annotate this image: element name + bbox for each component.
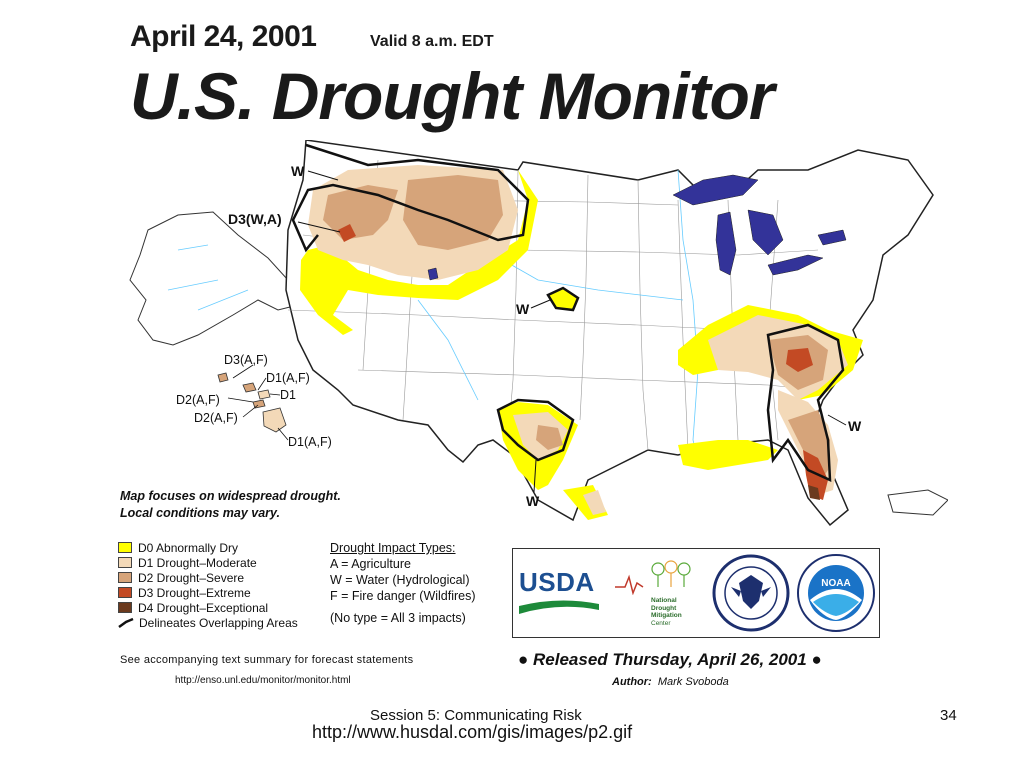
impact-types: Drought Impact Types: A = Agriculture W …	[330, 540, 476, 626]
legend-swatch-d0	[118, 542, 132, 553]
ndmc-trees-icon	[615, 560, 691, 596]
legend-swatch-d1	[118, 557, 132, 568]
slide-session: Session 5: Communicating Risk	[370, 707, 582, 724]
legend-swatch-d4	[118, 602, 132, 613]
drought-map: W D3(W,A) W W W D3(A,F) D1(A,F) D1 D2(A,…	[129, 140, 948, 527]
agency-logos: USDA National Drought Mitigation Center	[512, 548, 880, 638]
impact-type-water: W = Water (Hydrological)	[330, 573, 470, 587]
valid-time: Valid 8 a.m. EDT	[370, 33, 494, 50]
overlap-line-icon	[118, 617, 134, 628]
label-w-northwest: W	[291, 163, 305, 179]
slide-page-number: 34	[940, 707, 957, 724]
ndmc-line-3: Mitigation	[651, 612, 682, 619]
ndmc-line-4: Center	[651, 619, 671, 627]
hawaii-label-1: D3(A,F)	[224, 353, 268, 367]
focus-note-line-2: Local conditions may vary.	[120, 506, 281, 520]
release-text: Released Thursday, April 26, 2001	[533, 650, 807, 669]
map-title: U.S. Drought Monitor	[130, 59, 775, 133]
legend-label-d3: D3 Drought–Extreme	[138, 585, 251, 600]
focus-note: Map focuses on widespread drought. Local…	[120, 488, 341, 522]
label-d3-wa: D3(W,A)	[228, 211, 282, 227]
ndmc-line-2: Drought	[651, 604, 677, 612]
hawaii-label-3: D1	[280, 388, 296, 402]
legend-item-d3: D3 Drought–Extreme	[118, 585, 298, 600]
focus-note-line-1: Map focuses on widespread drought.	[120, 489, 341, 503]
bullet-icon: ●	[811, 650, 822, 669]
legend-label-d2: D2 Drought–Severe	[138, 570, 245, 585]
hawaii-islands	[217, 372, 287, 433]
alaska-outline	[129, 211, 299, 346]
release-date: ● Released Thursday, April 26, 2001 ●	[518, 650, 822, 670]
author-name: Mark Svoboda	[657, 676, 729, 688]
usda-text: USDA	[519, 567, 595, 597]
legend-item-d4: D4 Drought–Exceptional	[118, 600, 298, 615]
lake-erie	[767, 254, 824, 276]
legend-item-overlap-line: Delineates Overlapping Areas	[118, 615, 298, 630]
lake-ontario	[817, 229, 847, 246]
lake-huron	[747, 209, 784, 256]
author-label: Author:	[612, 676, 652, 688]
legend-item-d2: D2 Drought–Severe	[118, 570, 298, 585]
lake-superior	[672, 174, 759, 206]
impact-type-agriculture: A = Agriculture	[330, 557, 411, 571]
legend-item-d0: D0 Abnormally Dry	[118, 540, 298, 555]
legend-label-d0: D0 Abnormally Dry	[138, 540, 239, 555]
legend-swatch-d3	[118, 587, 132, 598]
impact-type-all: (No type = All 3 impacts)	[330, 611, 466, 625]
legend-label-d4: D4 Drought–Exceptional	[138, 600, 269, 615]
monitor-url: http://enso.unl.edu/monitor/monitor.html	[175, 675, 351, 686]
label-w-colorado: W	[516, 301, 530, 317]
drought-legend: D0 Abnormally Dry D1 Drought–Moderate D2…	[118, 540, 298, 630]
accompanying-text-note: See accompanying text summary for foreca…	[120, 654, 414, 666]
bullet-icon: ●	[518, 650, 529, 669]
noaa-text: NOAA	[821, 578, 850, 589]
legend-label-overlap: Delineates Overlapping Areas	[139, 615, 298, 630]
legend-item-d1: D1 Drought–Moderate	[118, 555, 298, 570]
legend-label-d1: D1 Drought–Moderate	[138, 555, 257, 570]
usda-swoosh-icon	[519, 600, 599, 614]
hawaii-label-4: D2(A,F)	[176, 393, 220, 407]
map-date: April 24, 2001	[130, 20, 317, 53]
ndmc-line-1: National	[651, 597, 677, 604]
puerto-rico	[887, 489, 948, 516]
hawaii-label-2: D1(A,F)	[266, 371, 310, 385]
impact-type-fire: F = Fire danger (Wildfires)	[330, 589, 476, 603]
legend-swatch-d2	[118, 572, 132, 583]
lake-michigan	[715, 211, 737, 276]
hawaii-label-6: D1(A,F)	[288, 435, 332, 449]
source-url: http://www.husdal.com/gis/images/p2.gif	[312, 722, 633, 742]
label-w-texas: W	[526, 493, 540, 509]
impact-types-heading: Drought Impact Types:	[330, 541, 456, 555]
ndmc-logo: National Drought Mitigation Center	[613, 557, 703, 635]
label-w-southeast: W	[848, 418, 862, 434]
commerce-seal-icon	[712, 554, 790, 632]
author: Author: Mark Svoboda	[612, 676, 729, 688]
noaa-logo: NOAA	[797, 554, 875, 632]
hawaii-label-5: D2(A,F)	[194, 411, 238, 425]
usda-logo: USDA	[519, 567, 599, 619]
